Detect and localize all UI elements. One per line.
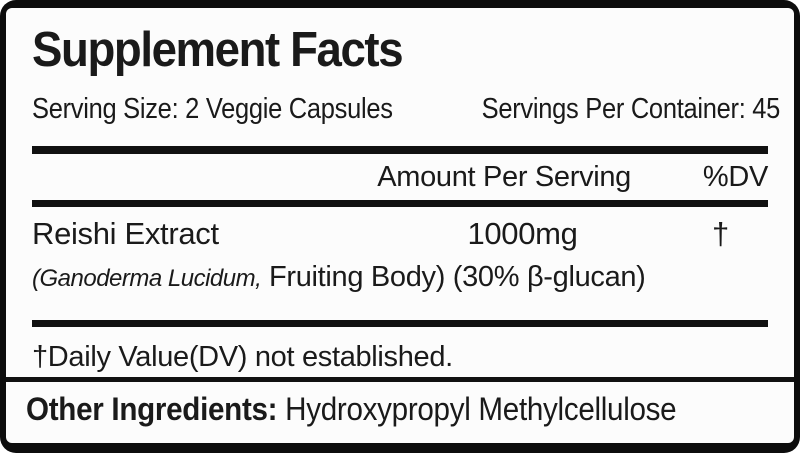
percent-dv-header: %DV — [702, 161, 768, 194]
divider-below-header — [32, 200, 768, 208]
other-ingredients-section: Other Ingredients: Hydroxypropyl Methylc… — [6, 382, 794, 443]
servings-per-container-text: Servings Per Container: 45 — [481, 92, 781, 125]
ingredient-row: Reishi Extract 1000mg † — [32, 215, 768, 253]
divider-above-footnote — [32, 320, 768, 328]
serving-size-text: Serving Size: 2 Veggie Capsules — [32, 92, 393, 125]
other-ingredients-label: Other Ingredients: — [26, 391, 278, 428]
label-panel: Supplement Facts Serving Size: 2 Veggie … — [6, 8, 794, 443]
latin-name-italic: (Ganoderma Lucidum, — [32, 265, 262, 293]
other-ingredients-line: Other Ingredients: Hydroxypropyl Methylc… — [26, 389, 785, 431]
ingredient-name: Reishi Extract — [32, 216, 219, 252]
facts-main-section: Supplement Facts Serving Size: 2 Veggie … — [6, 8, 794, 376]
ingredient-amount: 1000mg — [467, 216, 578, 252]
supplement-facts-title: Supplement Facts — [32, 23, 404, 77]
divider-thick-top — [32, 146, 768, 155]
amount-per-serving-header: Amount Per Serving — [377, 161, 631, 194]
serving-info-row: Serving Size: 2 Veggie Capsules Servings… — [32, 91, 780, 127]
ingredient-subline-rest: Fruiting Body) (30% β-glucan) — [261, 261, 646, 294]
daily-value-footnote: †Daily Value(DV) not established. — [32, 341, 453, 374]
other-ingredients-value: Hydroxypropyl Methylcellulose — [277, 391, 677, 428]
ingredient-subline: (Ganoderma Lucidum, Fruiting Body) (30% … — [32, 259, 768, 295]
ingredient-dv-symbol: † — [712, 216, 729, 252]
column-header-row: Amount Per Serving %DV — [32, 154, 768, 200]
divider-other-ingredients — [6, 377, 794, 383]
